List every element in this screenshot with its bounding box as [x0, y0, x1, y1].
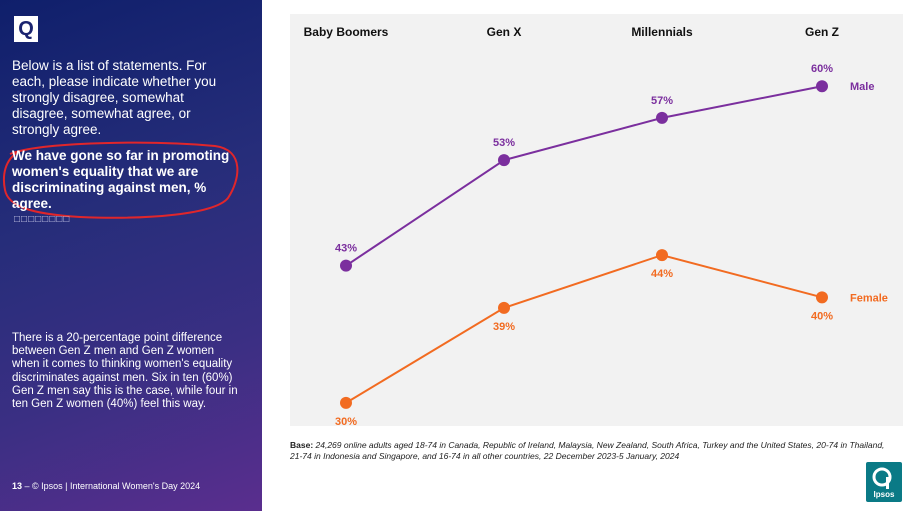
data-point: [656, 111, 668, 124]
base-note: Base: 24,269 online adults aged 18-74 in…: [290, 440, 890, 462]
chart-background: [290, 14, 903, 426]
line-chart: Baby Boomers Gen X Millennials Gen Z 43% 53% 5…: [304, 25, 888, 426]
insight-text: There is a 20-percentage point differenc…: [12, 332, 238, 411]
data-label: 39%: [493, 321, 515, 333]
data-label: 43%: [335, 243, 357, 255]
data-label: 40%: [811, 310, 833, 322]
series-line-female: [345, 254, 823, 404]
logo-text: Ipsos: [873, 490, 895, 499]
logo-mark-icon: [872, 467, 892, 489]
base-text: 24,269 online adults aged 18-74 in Canad…: [290, 440, 885, 461]
data-point: [498, 154, 510, 167]
category-label: Baby Boomers: [304, 25, 389, 39]
data-point: [816, 291, 828, 304]
red-highlight-circle: [2, 141, 239, 219]
category-label: Gen Z: [805, 25, 839, 39]
data-point: [498, 301, 510, 314]
data-label: 30%: [335, 416, 357, 426]
data-label: 57%: [651, 95, 673, 107]
series-line-male: [345, 85, 823, 267]
footer-text: – © Ipsos | International Women's Day 20…: [22, 481, 201, 491]
question-text: Below is a list of statements. For each,…: [12, 58, 217, 137]
category-label: Gen X: [487, 25, 522, 39]
data-label: 60%: [811, 63, 833, 75]
data-point: [340, 396, 352, 409]
q-badge: Q: [14, 16, 38, 42]
statement-text: We have gone so far in promoting women's…: [12, 148, 230, 211]
data-point: [816, 80, 828, 93]
data-point: [340, 259, 352, 272]
category-label: Millennials: [631, 25, 693, 39]
question-panel: Q Below is a list of statements. For eac…: [0, 0, 262, 511]
ipsos-logo: Ipsos: [866, 462, 902, 502]
data-label: 53%: [493, 137, 515, 149]
data-point: [656, 249, 668, 262]
data-label: 44%: [651, 268, 673, 280]
base-label: Base:: [290, 440, 314, 450]
placeholder-boxes: □□□□□□□□: [14, 214, 71, 225]
footer: 13 – © Ipsos | International Women's Day…: [12, 481, 200, 491]
series-name-label: Male: [850, 81, 874, 93]
page-number: 13: [12, 481, 23, 491]
series-name-label: Female: [850, 292, 888, 304]
